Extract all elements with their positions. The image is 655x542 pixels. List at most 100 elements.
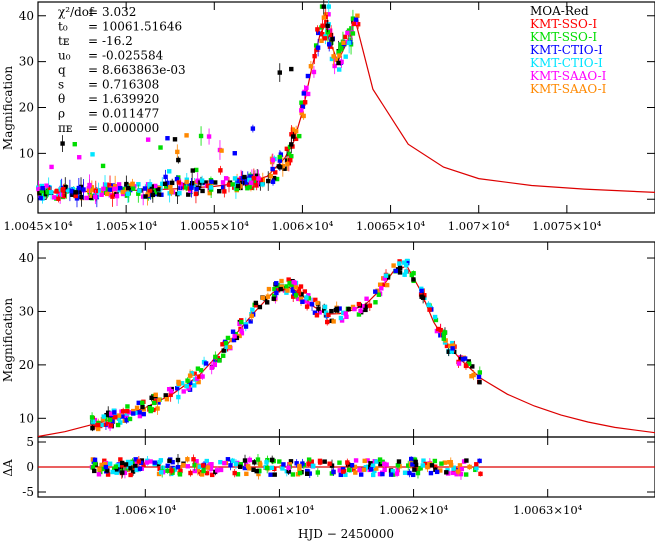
data-point bbox=[312, 53, 317, 59]
data-point bbox=[301, 113, 306, 119]
data-point bbox=[156, 400, 161, 405]
data-point bbox=[186, 192, 191, 197]
data-point bbox=[345, 460, 350, 465]
data-point bbox=[151, 400, 157, 406]
data-point bbox=[163, 174, 168, 180]
data-point bbox=[213, 354, 218, 360]
data-point bbox=[343, 472, 348, 477]
data-point bbox=[106, 410, 111, 415]
data-point bbox=[208, 466, 214, 471]
x-tick-label: 1.0061×10⁴ bbox=[245, 503, 315, 517]
data-point bbox=[155, 406, 160, 411]
data-point bbox=[274, 176, 280, 182]
data-point bbox=[104, 191, 110, 197]
data-point bbox=[341, 40, 346, 46]
data-point bbox=[256, 471, 261, 477]
data-point bbox=[284, 284, 289, 289]
data-point bbox=[73, 193, 78, 199]
data-point bbox=[130, 186, 136, 191]
data-point bbox=[438, 468, 443, 473]
data-point bbox=[296, 296, 301, 302]
data-point bbox=[337, 460, 342, 465]
data-point bbox=[316, 306, 321, 311]
data-point bbox=[351, 21, 357, 27]
data-point bbox=[167, 458, 172, 463]
data-point bbox=[326, 12, 331, 17]
data-point bbox=[466, 359, 471, 364]
data-point bbox=[221, 348, 226, 353]
data-point bbox=[131, 408, 136, 414]
bottom-y-axis-label: ΔA bbox=[1, 459, 15, 477]
data-point bbox=[212, 362, 218, 368]
data-point bbox=[184, 177, 189, 182]
data-point bbox=[218, 168, 223, 173]
data-point bbox=[341, 469, 346, 474]
data-point bbox=[268, 472, 273, 477]
data-point bbox=[363, 304, 369, 309]
data-point bbox=[134, 467, 139, 473]
data-point bbox=[333, 57, 339, 63]
data-point bbox=[329, 308, 334, 314]
data-point bbox=[213, 180, 218, 185]
data-point bbox=[203, 180, 208, 185]
top-panel: 0 10 20 30 40 1.0045×10⁴ 1.005×10⁴ 1.0055×10⁴ 1.… bbox=[3, 0, 655, 233]
data-point bbox=[122, 470, 128, 476]
data-point bbox=[219, 148, 224, 153]
data-point bbox=[120, 189, 125, 195]
data-point bbox=[450, 470, 456, 476]
data-point bbox=[363, 465, 369, 470]
data-point bbox=[49, 164, 54, 170]
data-point bbox=[104, 412, 109, 418]
data-point bbox=[96, 472, 102, 477]
data-point bbox=[348, 37, 353, 42]
data-point bbox=[234, 335, 240, 341]
param-value: 3.032 bbox=[102, 5, 136, 19]
data-point bbox=[343, 54, 348, 59]
data-point bbox=[189, 181, 195, 186]
data-point bbox=[364, 296, 369, 301]
data-point bbox=[383, 273, 389, 278]
data-point bbox=[356, 312, 362, 317]
data-point bbox=[111, 466, 117, 472]
data-point bbox=[222, 189, 227, 194]
data-point bbox=[396, 459, 402, 464]
data-point bbox=[41, 193, 46, 198]
data-point bbox=[422, 293, 427, 298]
data-point bbox=[338, 472, 343, 478]
data-point bbox=[160, 181, 165, 187]
param-equals: = bbox=[88, 78, 98, 92]
data-point bbox=[127, 416, 133, 422]
data-point bbox=[311, 463, 316, 469]
legend-entry: KMT-SAAO-I bbox=[530, 82, 607, 96]
data-point bbox=[442, 460, 448, 465]
data-point bbox=[217, 189, 222, 194]
data-point bbox=[279, 278, 284, 284]
data-point bbox=[297, 470, 303, 476]
data-point bbox=[287, 151, 292, 157]
data-point bbox=[39, 188, 44, 194]
data-point bbox=[120, 470, 125, 475]
data-point bbox=[115, 422, 121, 428]
data-point bbox=[93, 188, 98, 194]
data-point bbox=[328, 32, 334, 38]
data-point bbox=[346, 306, 351, 312]
data-point bbox=[124, 181, 129, 187]
data-point bbox=[245, 464, 251, 469]
data-point bbox=[257, 468, 262, 473]
data-point bbox=[147, 182, 152, 187]
data-point bbox=[287, 144, 293, 150]
data-point bbox=[315, 45, 321, 50]
y-tick-label: 40 bbox=[19, 9, 34, 23]
data-point bbox=[67, 188, 73, 193]
data-point bbox=[79, 194, 84, 200]
data-point bbox=[374, 466, 379, 471]
data-point bbox=[89, 185, 95, 190]
data-point bbox=[178, 468, 183, 474]
data-point bbox=[96, 188, 101, 193]
data-point bbox=[358, 472, 364, 477]
data-point bbox=[108, 423, 114, 428]
x-axis-label: HJD − 2450000 bbox=[298, 527, 394, 541]
data-point bbox=[441, 331, 447, 337]
data-point bbox=[223, 176, 229, 181]
data-point bbox=[243, 324, 249, 329]
